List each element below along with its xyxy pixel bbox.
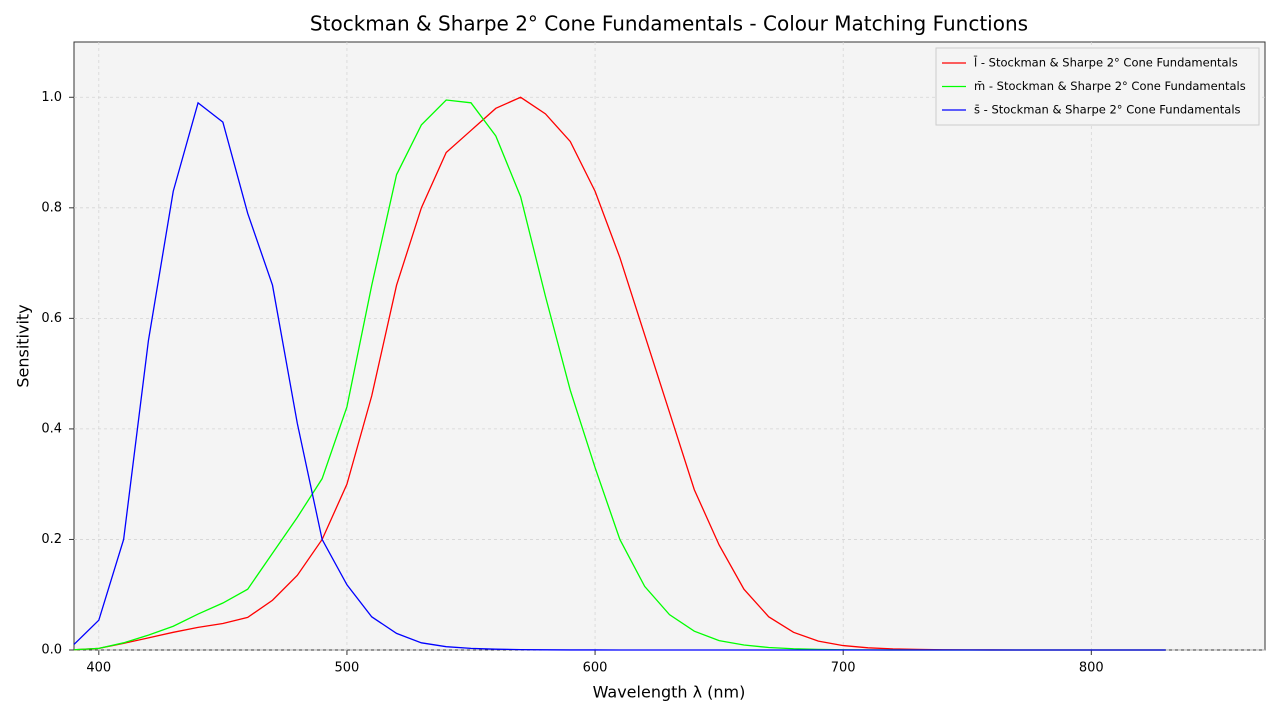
y-tick-label: 0.4 <box>41 421 62 436</box>
x-tick-label: 700 <box>831 661 856 676</box>
legend-label: l̄ - Stockman & Sharpe 2° Cone Fundament… <box>973 55 1237 69</box>
legend-box <box>935 47 1260 126</box>
y-tick-label: 0.2 <box>41 532 62 547</box>
x-tick-label: 800 <box>1079 661 1104 676</box>
x-axis-label: Wavelength λ (nm) <box>593 683 746 702</box>
y-tick-label: 0.6 <box>41 311 62 326</box>
x-tick-label: 400 <box>86 661 111 676</box>
y-tick-label: 0.8 <box>41 200 62 215</box>
legend-label: m̄ - Stockman & Sharpe 2° Cone Fundament… <box>974 79 1246 93</box>
y-tick-label: 1.0 <box>41 90 62 105</box>
x-tick-label: 600 <box>583 661 608 676</box>
legend-label: s̄ - Stockman & Sharpe 2° Cone Fundament… <box>974 103 1241 117</box>
y-tick-label: 0.0 <box>41 643 62 658</box>
y-axis-label: Sensitivity <box>14 304 33 387</box>
plot-area <box>73 41 1266 651</box>
series-line <box>73 101 1166 651</box>
x-tick-label: 500 <box>335 661 360 676</box>
chart-title: Stockman & Sharpe 2° Cone Fundamentals -… <box>310 12 1028 36</box>
